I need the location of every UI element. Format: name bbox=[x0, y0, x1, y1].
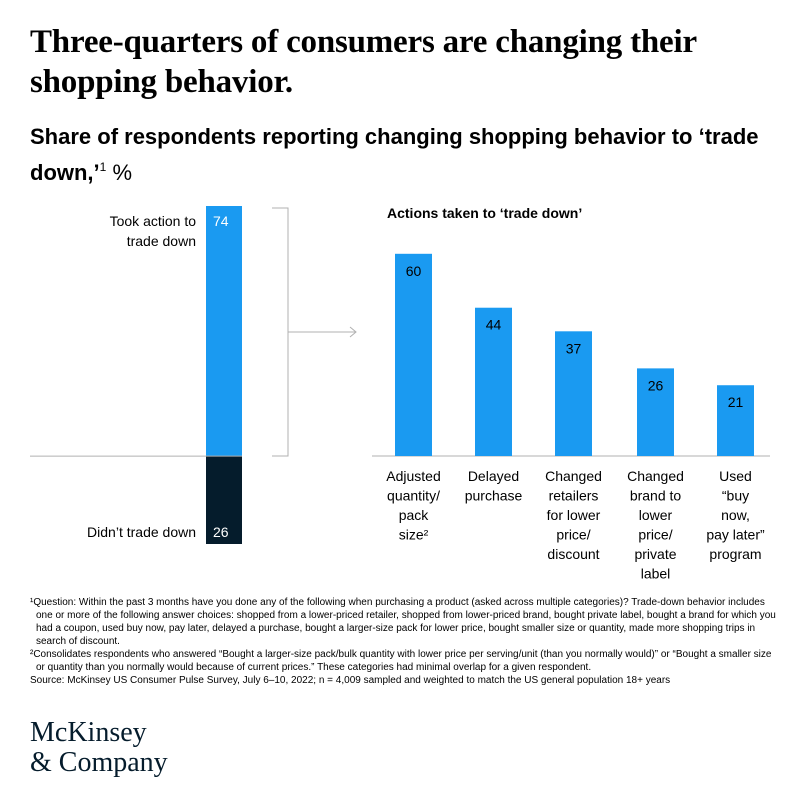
bar-1-label-line-2: quantity/ bbox=[387, 488, 440, 504]
bar-4-label-line-2: brand to bbox=[630, 488, 682, 504]
bar-1-label-line-4: size² bbox=[399, 527, 429, 543]
source-note: Source: McKinsey US Consumer Pulse Surve… bbox=[30, 675, 671, 686]
bar-5-value: 21 bbox=[728, 394, 744, 410]
connector-arrow-head bbox=[349, 326, 357, 338]
bar-4-label-line-1: Changed bbox=[627, 468, 684, 484]
bar-5-label-line-1: Used bbox=[719, 468, 752, 484]
stack-segment-2 bbox=[206, 456, 242, 544]
bar-3-label-line-2: retailers bbox=[549, 488, 599, 504]
footnote-1: ¹Question: Within the past 3 months have… bbox=[30, 597, 776, 647]
bar-1-label-line-1: Adjusted bbox=[386, 468, 440, 484]
bar-chart-title: Actions taken to ‘trade down’ bbox=[387, 205, 582, 221]
bar-4-label-line-5: private bbox=[634, 546, 676, 562]
bar-1-label-line-3: pack bbox=[399, 507, 430, 523]
chart-canvas: 74 Took action to trade down 26 Didn’t trade… bbox=[30, 205, 770, 582]
bar-5 bbox=[717, 385, 754, 456]
stack-segment-1 bbox=[206, 206, 242, 457]
stack-segment-2-value: 26 bbox=[213, 524, 229, 540]
mckinsey-logo: McKinsey & Company bbox=[30, 718, 168, 778]
bar-2-label-line-1: Delayed bbox=[468, 468, 519, 484]
logo-line-1: McKinsey bbox=[30, 717, 147, 748]
stack-segment-2-label: Didn’t trade down bbox=[87, 524, 196, 540]
bar-2-value: 44 bbox=[486, 317, 502, 333]
bar-5-label-line-2: “buy bbox=[722, 488, 749, 504]
bar-1-value: 60 bbox=[406, 263, 422, 279]
bracket-connector bbox=[272, 207, 289, 457]
stack-segment-1-value: 74 bbox=[213, 213, 229, 229]
footnotes: ¹Question: Within the past 3 months have… bbox=[30, 596, 778, 687]
footnote-2: ²Consolidates respondents who answered “… bbox=[30, 649, 772, 673]
logo-line-2: & Company bbox=[30, 747, 168, 778]
bar-3-value: 37 bbox=[566, 340, 582, 356]
subtitle-footnote-marker: 1 bbox=[99, 160, 107, 174]
stack-segment-1-label-line-2: trade down bbox=[127, 233, 196, 249]
bar-5-label-line-4: pay later” bbox=[706, 527, 765, 543]
bar-2 bbox=[475, 307, 512, 456]
subtitle-unit: % bbox=[112, 160, 133, 185]
bar-4-value: 26 bbox=[648, 377, 664, 393]
bar-3-label-line-4: price/ bbox=[556, 527, 590, 543]
bar-4-label-line-4: price/ bbox=[638, 527, 672, 543]
bar-3-label-line-5: discount bbox=[547, 546, 599, 562]
stack-segment-1-label-line-1: Took action to bbox=[110, 213, 197, 229]
bar-3 bbox=[555, 331, 592, 456]
bar-3-label-line-1: Changed bbox=[545, 468, 602, 484]
bar-3-label-line-3: for lower bbox=[547, 507, 601, 523]
chart-subtitle: Share of respondents reporting changing … bbox=[30, 122, 770, 188]
bar-4 bbox=[637, 368, 674, 456]
bar-1 bbox=[395, 253, 432, 456]
chart-title: Three-quarters of consumers are changing… bbox=[30, 24, 697, 100]
bar-4-label-line-3: lower bbox=[639, 507, 673, 523]
bar-5-label-line-5: program bbox=[709, 546, 761, 562]
bar-2-label-line-2: purchase bbox=[465, 488, 523, 504]
bar-4-label-line-6: label bbox=[641, 566, 671, 582]
subtitle-text: Share of respondents reporting changing … bbox=[30, 124, 759, 185]
bar-5-label-line-3: now, bbox=[721, 507, 750, 523]
